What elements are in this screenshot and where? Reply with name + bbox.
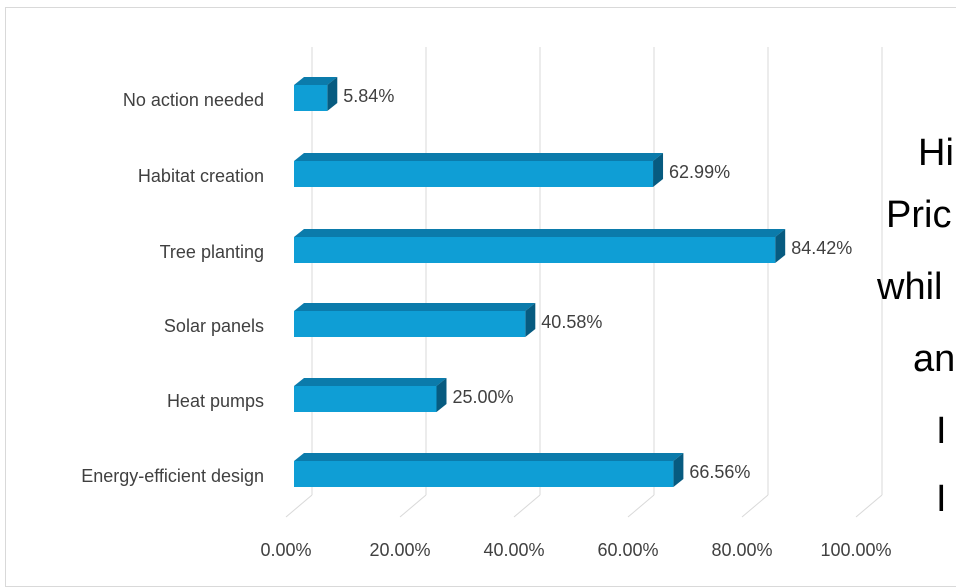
overlay-text-line-5: I [936, 412, 947, 450]
floor-gridline-3 [628, 495, 654, 517]
category-label-3: Solar panels [164, 316, 264, 336]
floor-gridline-5 [856, 495, 882, 517]
data-label-5: 66.56% [689, 462, 750, 482]
category-label-4: Heat pumps [167, 391, 264, 411]
floor-gridline-0 [286, 495, 312, 517]
bar-3 [294, 311, 525, 337]
overlay-text-line-3: whil [877, 268, 942, 306]
data-label-0: 5.84% [343, 86, 394, 106]
data-label-2: 84.42% [791, 238, 852, 258]
data-label-3: 40.58% [541, 312, 602, 332]
floor-gridline-2 [514, 495, 540, 517]
category-label-0: No action needed [123, 90, 264, 110]
x-tick-label-2: 40.00% [483, 540, 544, 560]
x-tick-label-1: 20.00% [369, 540, 430, 560]
bar-5 [294, 461, 673, 487]
overlay-text-line-4: an [913, 340, 955, 378]
category-label-5: Energy-efficient design [81, 466, 264, 486]
category-label-1: Habitat creation [138, 166, 264, 186]
bar-4 [294, 386, 437, 412]
overlay-text-line-1: Hi [918, 134, 954, 172]
floor-gridline-1 [400, 495, 426, 517]
bar-top-5 [294, 453, 683, 461]
category-label-2: Tree planting [160, 242, 264, 262]
bar-2 [294, 237, 775, 263]
floor-gridline-4 [742, 495, 768, 517]
x-tick-label-4: 80.00% [711, 540, 772, 560]
x-tick-label-3: 60.00% [597, 540, 658, 560]
data-label-1: 62.99% [669, 162, 730, 182]
bar-1 [294, 161, 653, 187]
bar-top-1 [294, 153, 663, 161]
data-label-4: 25.00% [453, 387, 514, 407]
bar-top-2 [294, 229, 785, 237]
bar-top-4 [294, 378, 447, 386]
bar-top-3 [294, 303, 535, 311]
x-tick-label-0: 0.00% [260, 540, 311, 560]
overlay-text-line-2: Pric [886, 196, 951, 234]
x-tick-label-5: 100.00% [820, 540, 891, 560]
bar-0 [294, 85, 327, 111]
overlay-text-line-6: I [936, 480, 947, 518]
